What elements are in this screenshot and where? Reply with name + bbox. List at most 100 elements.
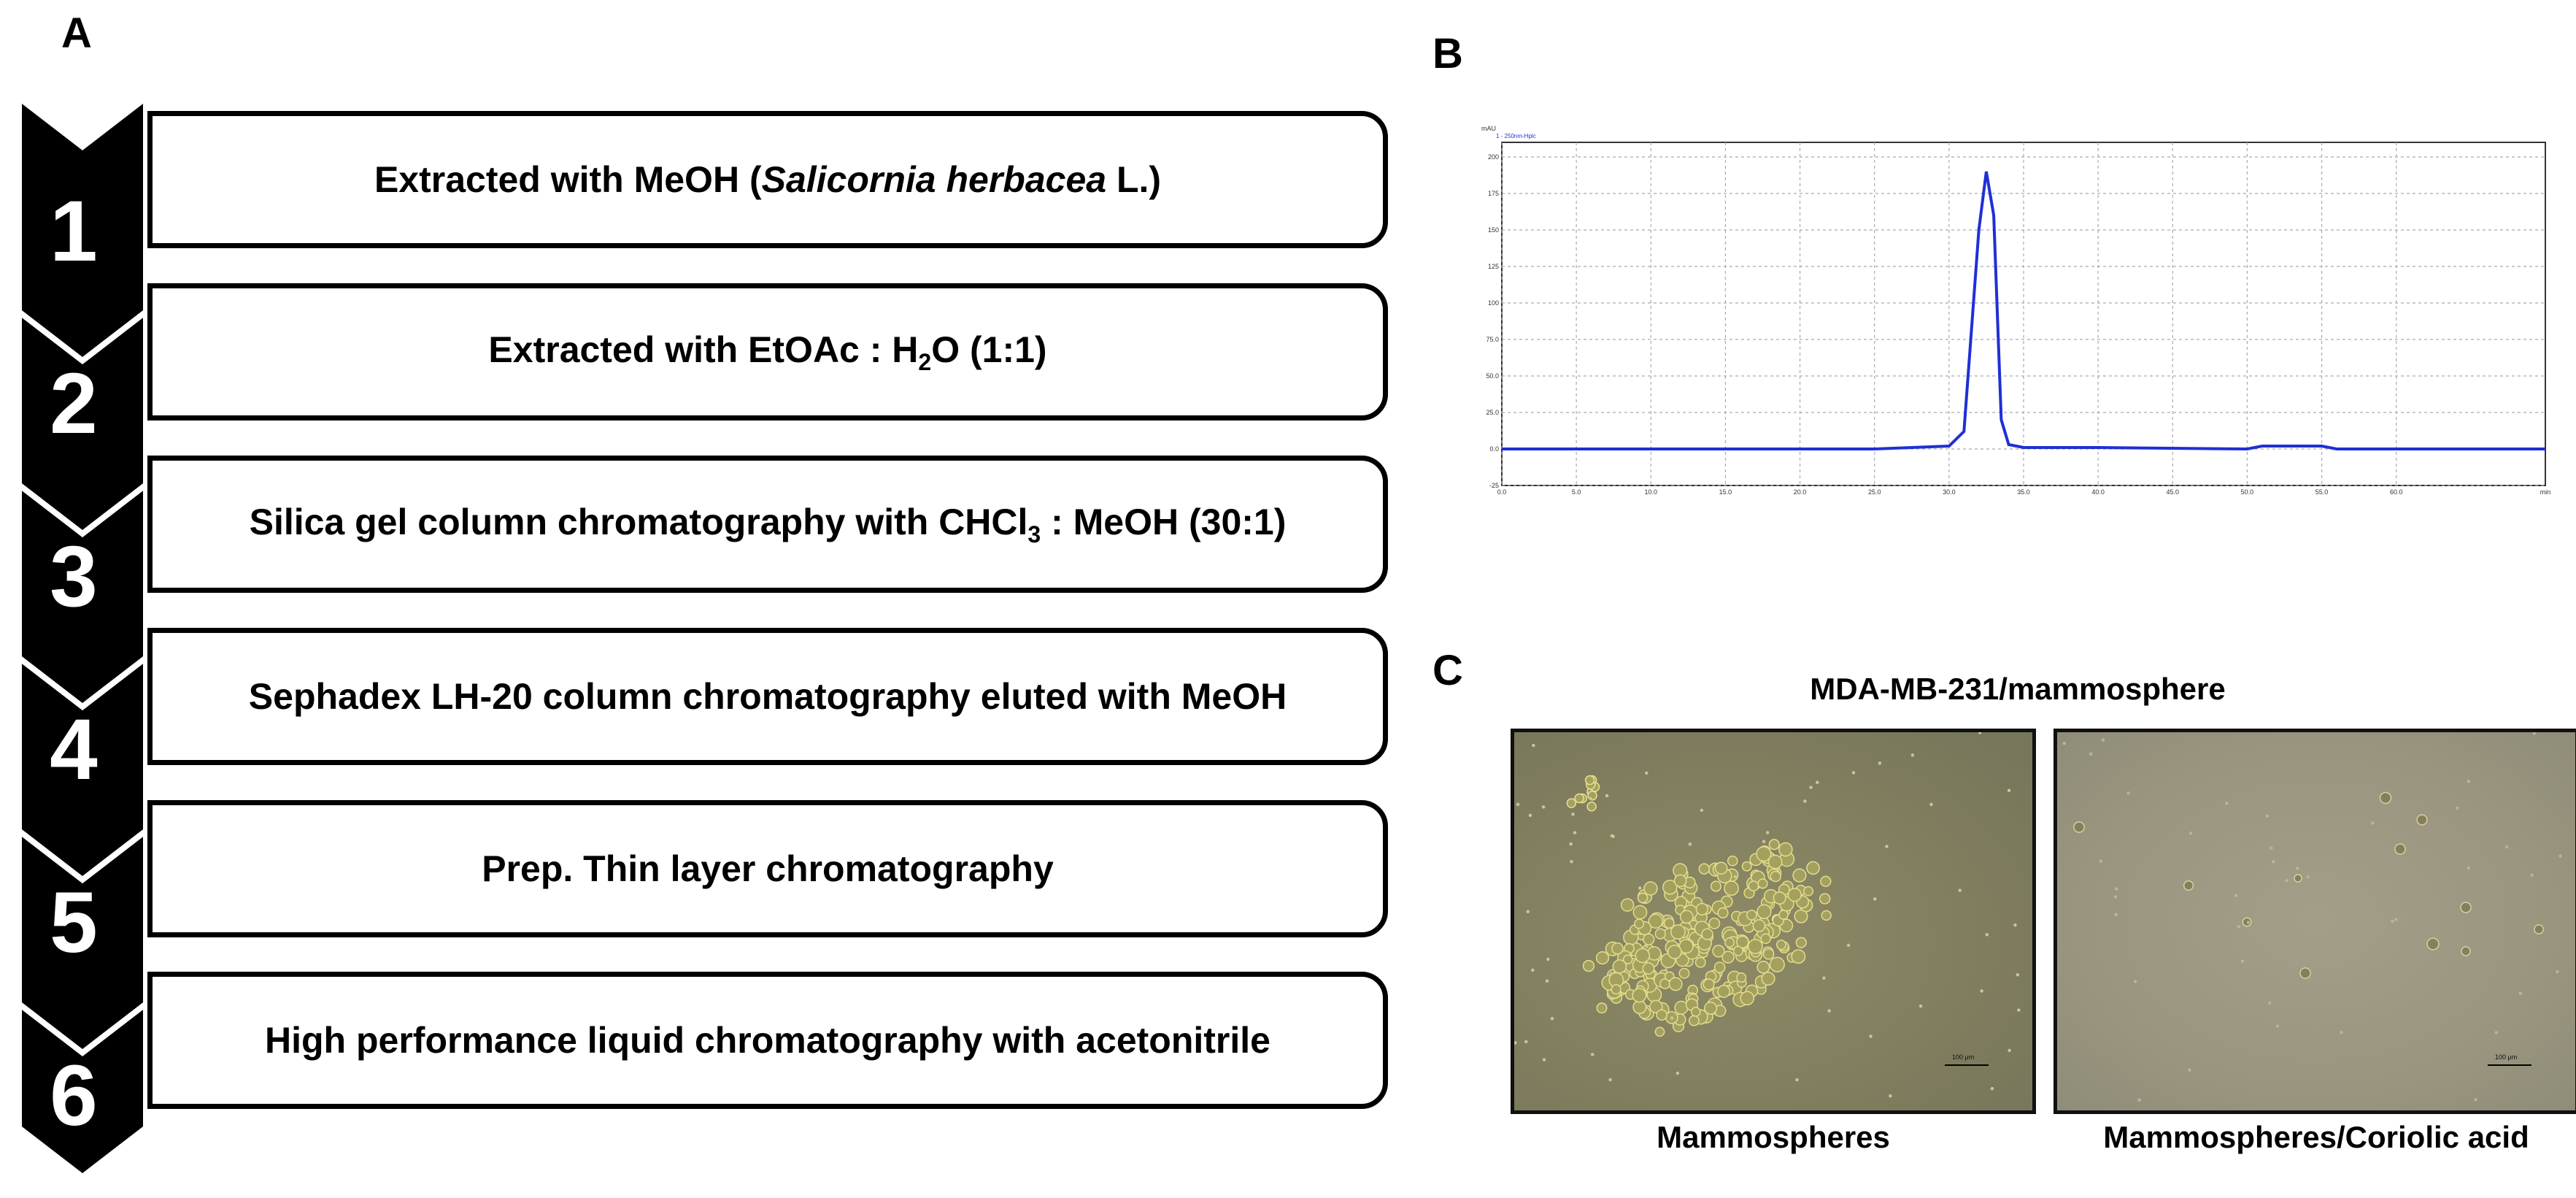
step-text: Sephadex LH-20 column chromatography elu… xyxy=(248,676,1287,717)
cell xyxy=(1827,1009,1831,1013)
step-number-5: 5 xyxy=(50,875,98,971)
cell xyxy=(1733,875,1738,879)
x-tick-label: 55.0 xyxy=(2315,488,2329,496)
cell xyxy=(1524,1040,1528,1044)
cell xyxy=(1688,842,1692,846)
cell xyxy=(1714,861,1728,875)
step-text: Silica gel column chromatography with CH… xyxy=(249,501,1287,548)
x-tick-label: 50.0 xyxy=(2241,488,2254,496)
cell xyxy=(1526,910,1530,914)
cell xyxy=(1803,886,1814,896)
cell xyxy=(2089,752,2093,756)
cell xyxy=(1724,880,1739,896)
cell xyxy=(1632,905,1648,920)
cell xyxy=(1570,859,1573,864)
cell xyxy=(1795,1078,1799,1082)
cell xyxy=(1610,834,1614,838)
y-tick-label: 50.0 xyxy=(1486,372,1499,380)
cell xyxy=(1756,904,1772,919)
cell xyxy=(1670,924,1686,940)
cell xyxy=(1816,780,1819,785)
cell xyxy=(1566,798,1577,808)
y-tick-label: 175 xyxy=(1488,190,1499,197)
cell xyxy=(1869,1034,1873,1038)
cell xyxy=(1708,917,1721,929)
step-2-box: Extracted with EtOAc : H2O (1:1) xyxy=(147,283,1388,421)
cell xyxy=(1766,831,1770,834)
cell xyxy=(1885,845,1889,848)
cell xyxy=(1791,949,1806,964)
cell xyxy=(1820,875,1832,887)
scale-bar-label: 100 μm xyxy=(2495,1053,2518,1061)
cell xyxy=(1611,984,1621,995)
cell xyxy=(2246,921,2251,924)
hplc-trace-line xyxy=(1502,171,2545,451)
cell xyxy=(1762,948,1775,960)
cell xyxy=(2007,788,2011,792)
cell xyxy=(2416,814,2428,826)
step-number-2: 2 xyxy=(50,356,98,452)
cell xyxy=(1958,888,1962,892)
legend-text: 1 - 250nm-Hplc xyxy=(1496,133,1536,139)
x-tick-label: 35.0 xyxy=(2017,488,2030,496)
x-tick-label: 25.0 xyxy=(1868,488,1881,496)
x-tick-label: 20.0 xyxy=(1794,488,1807,496)
cell xyxy=(1638,886,1642,890)
step-4-box: Sephadex LH-20 column chromatography elu… xyxy=(147,628,1388,765)
cell xyxy=(2275,1024,2280,1028)
cell xyxy=(1878,761,1882,765)
cell xyxy=(2237,925,2240,929)
cell xyxy=(1851,771,1856,775)
cell xyxy=(2460,902,2472,913)
cell xyxy=(1569,842,1573,846)
cell xyxy=(1694,956,1706,968)
cell xyxy=(1787,888,1802,902)
cell xyxy=(1586,802,1597,812)
cell xyxy=(1873,897,1877,901)
cell xyxy=(2532,732,2537,735)
cell xyxy=(2099,859,2103,863)
cell xyxy=(1642,962,1655,975)
cell xyxy=(1688,1015,1700,1026)
cell xyxy=(2394,843,2406,855)
cell xyxy=(1670,1016,1674,1020)
cell xyxy=(1806,861,1820,875)
cell xyxy=(1690,1007,1701,1017)
cell xyxy=(1635,948,1651,964)
x-tick-label: 30.0 xyxy=(1943,488,1956,496)
cell xyxy=(1819,893,1831,905)
x-tick-label: 0.0 xyxy=(1497,488,1507,496)
y-tick-label: 200 xyxy=(1488,153,1499,161)
cell xyxy=(1573,831,1577,834)
step-text: High performance liquid chromatography w… xyxy=(265,1020,1270,1061)
cell xyxy=(1608,1078,1612,1082)
y-tick-label: 150 xyxy=(1488,226,1499,234)
cell xyxy=(1809,786,1813,789)
x-tick-label: min xyxy=(2540,488,2551,496)
step-arrows-graphic xyxy=(16,91,149,1181)
x-tick-label: 10.0 xyxy=(1645,488,1658,496)
cell xyxy=(1590,1053,1594,1056)
cell xyxy=(1673,874,1687,888)
cell xyxy=(1678,939,1694,954)
cell xyxy=(2530,873,2534,878)
cell xyxy=(1724,937,1735,948)
cell xyxy=(1654,1026,1665,1037)
cell xyxy=(2073,821,2085,833)
cell xyxy=(1704,1001,1718,1015)
cell xyxy=(1643,933,1655,945)
cell xyxy=(1717,985,1730,998)
y-tick-label: 125 xyxy=(1488,263,1499,270)
cell xyxy=(1667,945,1682,959)
cell xyxy=(2467,866,2471,870)
cell xyxy=(1531,968,1535,972)
panel-label-c: C xyxy=(1432,647,1463,694)
y-tick-label: -25 xyxy=(1489,482,1499,489)
cell xyxy=(2267,1001,2272,1005)
cell xyxy=(2494,1031,2499,1034)
cell xyxy=(2183,880,2194,891)
cell xyxy=(1571,813,1575,816)
step-text: Prep. Thin layer chromatography xyxy=(482,848,1054,889)
step-6-box: High performance liquid chromatography w… xyxy=(147,972,1388,1109)
